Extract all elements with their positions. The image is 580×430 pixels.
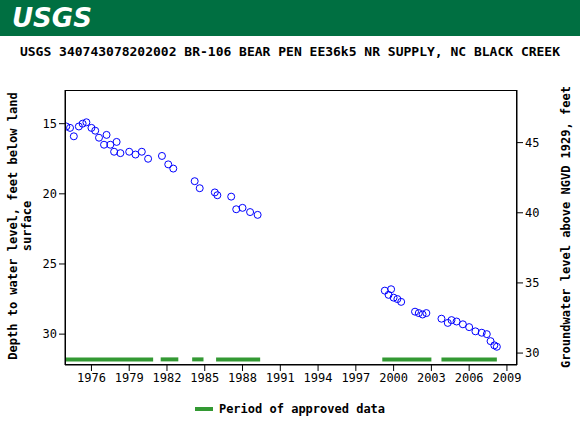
svg-text:1976: 1976: [77, 371, 106, 385]
svg-text:30: 30: [525, 346, 539, 360]
svg-text:25: 25: [43, 257, 57, 271]
svg-text:2000: 2000: [379, 371, 408, 385]
svg-text:1982: 1982: [153, 371, 182, 385]
svg-text:40: 40: [525, 206, 539, 220]
html-text:USGS 340743078202002 BR-106 BE: USGS 340743078202002 BR-106 BEAR PEN EE3…: [20, 44, 560, 59]
html-text:Depth to water level, feet bel: Depth to water level, feet below land: [6, 92, 20, 360]
svg-text:45: 45: [525, 136, 539, 150]
svg-text:1991: 1991: [266, 371, 295, 385]
html-text:Groundwater level above NGVD 1: Groundwater level above NGVD 1929, feet: [559, 86, 573, 368]
svg-text:30: 30: [43, 327, 57, 341]
svg-text:20: 20: [43, 187, 57, 201]
svg-text:15: 15: [43, 117, 57, 131]
svg-text:2006: 2006: [455, 371, 484, 385]
svg-text:1994: 1994: [304, 371, 333, 385]
svg-text:35: 35: [525, 276, 539, 290]
svg-text:1979: 1979: [115, 371, 144, 385]
html-text:surface: surface: [20, 200, 34, 252]
svg-text:2009: 2009: [492, 371, 521, 385]
svg-text:1997: 1997: [341, 371, 370, 385]
html-text:Period of approved data: Period of approved data: [218, 402, 386, 416]
svg-text:1988: 1988: [228, 371, 257, 385]
svg-text:2003: 2003: [417, 371, 446, 385]
svg-text:1985: 1985: [190, 371, 219, 385]
html-text:USGS: USGS: [12, 3, 92, 33]
